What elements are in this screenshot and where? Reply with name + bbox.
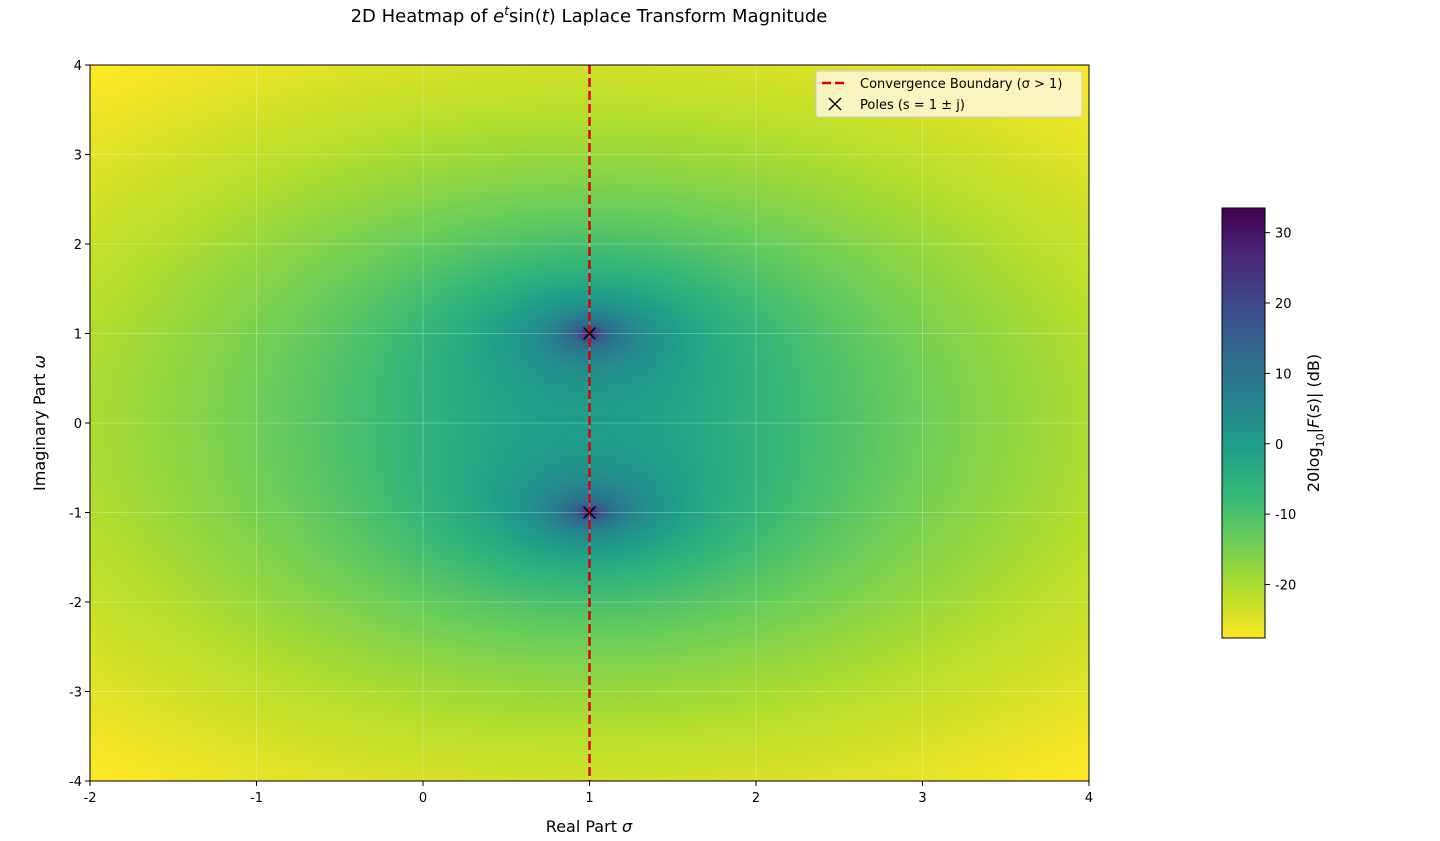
chart-title: 2D Heatmap of etsin(t) Laplace Transform… [351,4,828,27]
x-axis-ticks: -2 -1 0 1 2 3 4 [84,781,1093,806]
pole-marker [583,327,596,340]
y-tick-label: 2 [74,238,82,253]
y-axis-ticks: -4 -3 -2 -1 0 1 2 3 4 [69,59,90,790]
pole-marker [583,506,596,519]
legend-boundary-label: Convergence Boundary (σ > 1) [860,77,1062,92]
colorbar-tick-label: 20 [1275,297,1292,312]
y-tick-label: 4 [74,59,82,74]
legend-poles-label: Poles (s = 1 ± j) [860,98,965,113]
x-axis-label: Real Part σ [546,817,633,836]
y-tick-label: -1 [69,507,82,522]
x-tick-label: 4 [1085,791,1093,806]
y-tick-label: 0 [74,417,82,432]
poles-layer [583,327,596,519]
y-tick-label: -3 [69,686,82,701]
colorbar-frame [1221,207,1266,639]
y-tick-label: -2 [69,596,82,611]
colorbar-gradient [1222,208,1265,638]
colorbar-tick-label: 30 [1275,227,1292,242]
plot-area [89,64,1090,782]
colorbar-tick-label: 0 [1275,438,1283,453]
legend-pole-marker [828,97,842,111]
colorbar-tick-label: 10 [1275,367,1292,382]
y-tick-label: 1 [74,328,82,343]
x-tick-label: -1 [250,791,263,806]
y-tick-label: 3 [74,149,82,164]
x-tick-label: 1 [585,791,593,806]
colorbar-tick-label: -20 [1275,579,1296,594]
colorbar: -20 -10 0 10 20 30 20log10|F(s)| (dB) [1221,207,1327,639]
colorbar-ticks: -20 -10 0 10 20 30 [1265,227,1296,594]
x-tick-label: 2 [752,791,760,806]
x-tick-label: -2 [84,791,97,806]
legend-box [815,70,1083,118]
colorbar-tick-label: -10 [1275,508,1296,523]
y-axis-label: Imaginary Part ω [30,355,49,491]
x-tick-label: 0 [419,791,427,806]
colorbar-label: 20log10|F(s)| (dB) [1304,354,1327,492]
legend: Convergence Boundary (σ > 1) Poles (s = … [815,70,1083,118]
y-tick-label: -4 [69,775,82,790]
x-tick-label: 3 [918,791,926,806]
